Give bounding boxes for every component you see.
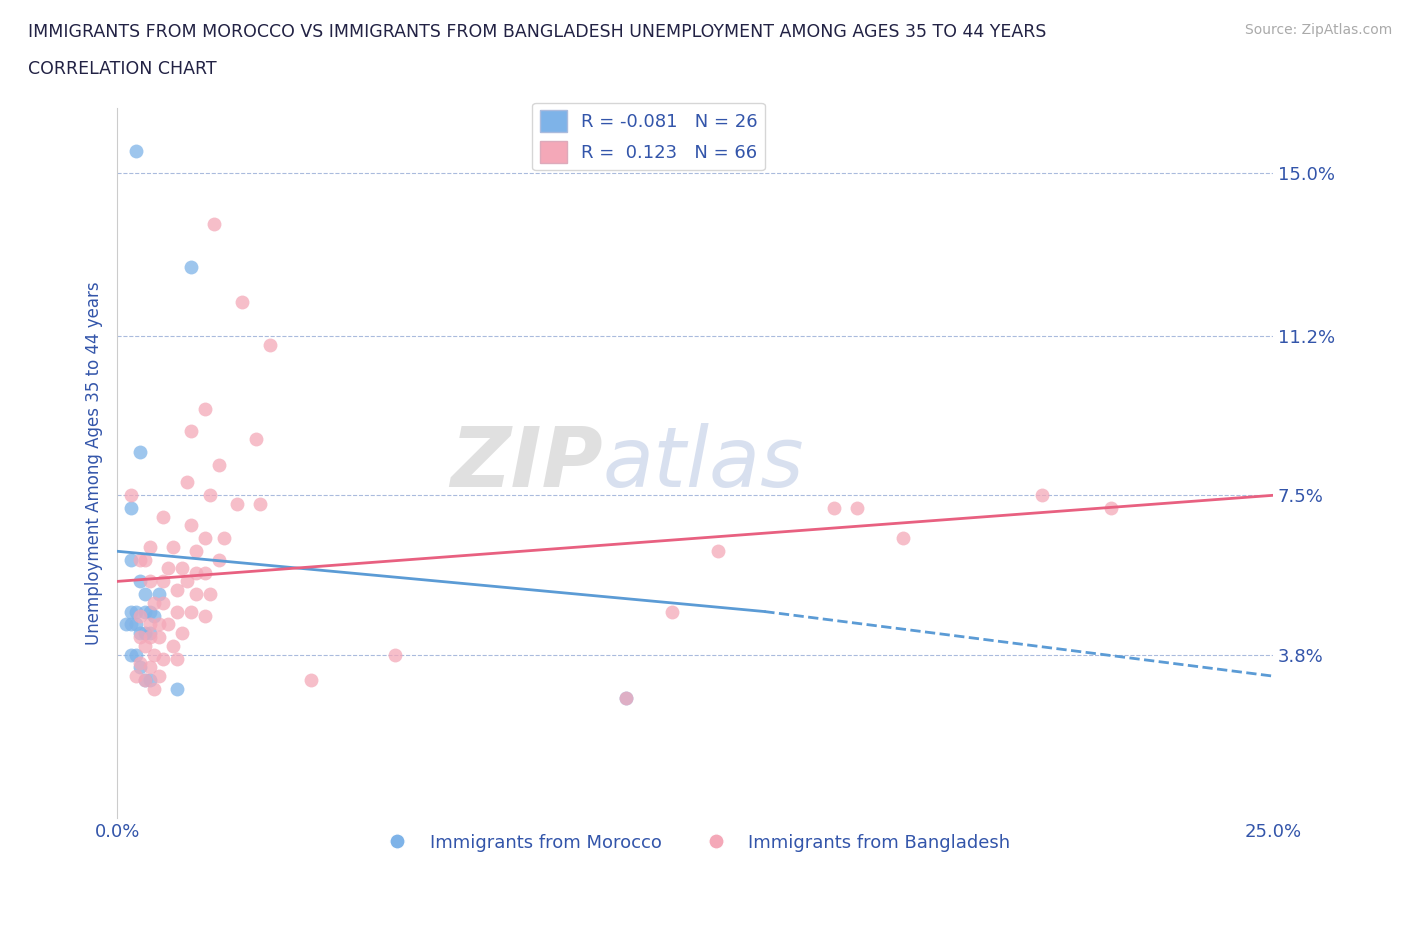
Point (152, 510, 174, 525)
Point (152, 651, 174, 666)
Point (1031, 488, 1053, 503)
Point (891, 531, 914, 546)
Point (152, 595, 174, 610)
Text: Source: ZipAtlas.com: Source: ZipAtlas.com (1244, 23, 1392, 37)
Point (249, 497, 271, 512)
Y-axis label: Unemployment Among Ages 35 to 44 years: Unemployment Among Ages 35 to 44 years (86, 281, 103, 644)
Point (198, 587, 221, 602)
Point (162, 539, 184, 554)
Point (245, 432, 267, 446)
Point (180, 259, 202, 274)
Point (129, 608, 152, 623)
Point (614, 690, 637, 705)
Point (166, 651, 188, 666)
Point (138, 574, 160, 589)
Point (138, 673, 160, 688)
Point (661, 604, 683, 619)
Point (129, 656, 152, 671)
Point (129, 660, 152, 675)
Point (226, 497, 249, 512)
Point (202, 217, 225, 232)
Point (124, 143, 146, 158)
Text: IMMIGRANTS FROM MOROCCO VS IMMIGRANTS FROM BANGLADESH UNEMPLOYMENT AMONG AGES 35: IMMIGRANTS FROM MOROCCO VS IMMIGRANTS FR… (28, 23, 1046, 41)
Point (208, 458, 231, 472)
Point (138, 617, 160, 631)
Point (124, 669, 146, 684)
Point (384, 647, 406, 662)
Point (138, 630, 160, 644)
Point (134, 552, 156, 567)
Point (129, 574, 152, 589)
Point (120, 604, 142, 619)
Point (120, 617, 142, 631)
Point (176, 574, 198, 589)
Text: CORRELATION CHART: CORRELATION CHART (28, 60, 217, 78)
Point (162, 639, 184, 654)
Point (120, 647, 142, 662)
Point (152, 574, 174, 589)
Point (143, 682, 166, 697)
Point (194, 402, 217, 417)
Point (129, 445, 152, 459)
Point (138, 539, 160, 554)
Point (194, 531, 217, 546)
Point (198, 488, 221, 503)
Point (157, 561, 180, 576)
Point (129, 630, 152, 644)
Point (823, 500, 845, 515)
Point (134, 673, 156, 688)
Point (120, 552, 142, 567)
Point (134, 587, 156, 602)
Point (180, 518, 202, 533)
Point (1099, 500, 1122, 515)
Point (143, 608, 166, 623)
Point (707, 544, 730, 559)
Point (115, 617, 138, 631)
Point (176, 475, 198, 490)
Point (184, 544, 207, 559)
Point (157, 617, 180, 631)
Point (184, 565, 207, 580)
Point (184, 587, 207, 602)
Point (134, 673, 156, 688)
Point (170, 626, 193, 641)
Point (134, 639, 156, 654)
Point (138, 604, 160, 619)
Point (124, 647, 146, 662)
Point (259, 338, 281, 352)
Point (134, 604, 156, 619)
Point (148, 587, 170, 602)
Point (845, 500, 868, 515)
Point (143, 647, 166, 662)
Point (166, 582, 188, 597)
Text: ZIP: ZIP (450, 422, 603, 503)
Point (120, 488, 142, 503)
Point (194, 608, 217, 623)
Point (170, 561, 193, 576)
Point (614, 690, 637, 705)
Point (231, 294, 253, 309)
Point (299, 673, 322, 688)
Point (143, 595, 166, 610)
Point (166, 604, 188, 619)
Point (194, 565, 217, 580)
Point (180, 423, 202, 438)
Point (138, 626, 160, 641)
Point (124, 604, 146, 619)
Point (134, 626, 156, 641)
Point (180, 604, 202, 619)
Legend: Immigrants from Morocco, Immigrants from Bangladesh: Immigrants from Morocco, Immigrants from… (373, 827, 1018, 858)
Point (148, 669, 170, 684)
Point (208, 552, 231, 567)
Point (148, 630, 170, 644)
Point (124, 617, 146, 631)
Point (129, 552, 152, 567)
Point (212, 531, 235, 546)
Point (148, 617, 170, 631)
Point (129, 626, 152, 641)
Point (138, 660, 160, 675)
Point (120, 500, 142, 515)
Point (166, 682, 188, 697)
Text: atlas: atlas (603, 422, 804, 503)
